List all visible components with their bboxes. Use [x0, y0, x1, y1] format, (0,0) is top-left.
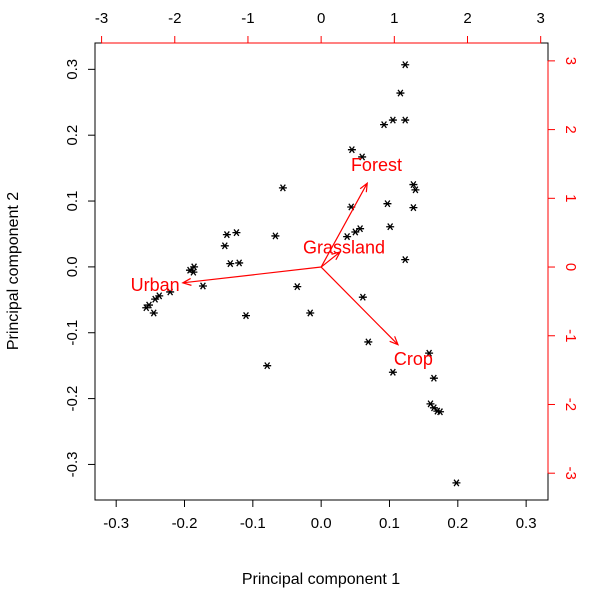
point — [155, 292, 164, 300]
point — [222, 231, 231, 239]
point — [429, 404, 438, 412]
point — [220, 242, 229, 250]
point — [401, 256, 410, 264]
point — [351, 228, 360, 236]
point — [226, 260, 235, 268]
loading-arrow — [320, 250, 342, 268]
y-tick-label: 0.3 — [64, 59, 81, 80]
y-tick-label: -0.3 — [64, 452, 81, 478]
point — [411, 186, 420, 194]
x-tick-label: 0.3 — [516, 515, 537, 532]
point — [235, 259, 244, 267]
point — [142, 304, 151, 312]
point — [347, 146, 356, 154]
point — [271, 232, 280, 240]
point — [293, 283, 302, 291]
y2-tick-label: 1 — [562, 194, 579, 202]
x-tick-label: 0.2 — [447, 515, 468, 532]
y2-tick-label: -1 — [562, 329, 579, 342]
x-tick-label: -0.3 — [103, 515, 129, 532]
x2-tick-label: 1 — [390, 10, 398, 27]
y2-tick-label: -2 — [562, 398, 579, 411]
x2-tick-label: -3 — [95, 10, 108, 27]
point — [401, 116, 410, 124]
point — [388, 116, 397, 124]
point — [409, 180, 418, 189]
x-axis-label: Principal component 1 — [242, 571, 400, 588]
x2-tick-label: 3 — [537, 10, 545, 27]
point — [380, 121, 389, 129]
arrow-label: Grassland — [303, 238, 385, 258]
x2-tick-label: 2 — [463, 10, 471, 27]
point — [386, 223, 395, 231]
point — [358, 153, 367, 161]
x2-tick-label: -2 — [168, 10, 181, 27]
y-tick-label: -0.1 — [64, 320, 81, 346]
point — [401, 61, 410, 69]
y2-tick-label: 0 — [562, 263, 579, 271]
arrow-label: Forest — [351, 155, 402, 175]
point — [149, 309, 158, 317]
point — [263, 362, 272, 370]
y-tick-label: -0.2 — [64, 386, 81, 412]
point — [198, 282, 207, 290]
loading-arrow — [181, 266, 322, 286]
point — [388, 368, 397, 376]
x2-tick-label: -1 — [241, 10, 254, 27]
x-tick-label: 0.0 — [311, 515, 332, 532]
point — [242, 312, 250, 320]
loading-arrow — [320, 266, 400, 346]
x-tick-label: 0.1 — [379, 515, 400, 532]
y2-tick-label: -3 — [562, 467, 579, 480]
point — [364, 338, 373, 346]
x2-tick-label: 0 — [317, 10, 325, 27]
point — [425, 349, 434, 357]
point — [383, 200, 392, 208]
point — [343, 233, 352, 241]
plot-frame — [94, 42, 549, 501]
point — [151, 295, 160, 303]
y-tick-label: 0.2 — [64, 125, 81, 146]
y-tick-label: 0.1 — [64, 191, 81, 212]
point — [452, 479, 461, 487]
point — [358, 293, 367, 301]
point — [278, 184, 287, 192]
y2-tick-label: 3 — [562, 57, 579, 65]
y-axis-label: Principal component 2 — [5, 192, 22, 350]
point — [436, 408, 445, 416]
arrow-label: Urban — [131, 275, 180, 295]
x-tick-label: -0.1 — [240, 515, 266, 532]
point — [189, 268, 198, 276]
y-tick-label: 0.0 — [64, 256, 81, 277]
loading-arrow — [320, 181, 368, 268]
point — [396, 89, 405, 97]
point — [409, 204, 418, 212]
x-tick-label: -0.2 — [172, 515, 198, 532]
point — [232, 229, 241, 237]
point — [166, 288, 175, 296]
point — [306, 309, 315, 317]
point — [429, 374, 438, 382]
arrow-label: Crop — [394, 349, 433, 369]
y2-tick-label: 2 — [562, 125, 579, 133]
